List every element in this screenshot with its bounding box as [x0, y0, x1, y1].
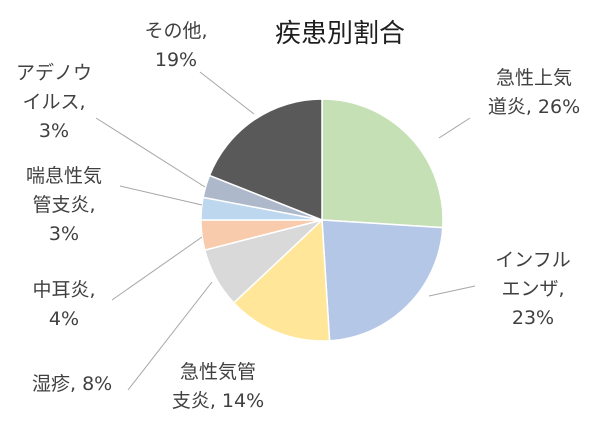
pie-slice-2: [321, 219, 444, 342]
slice-label-line: イルス,: [22, 91, 85, 113]
slice-label-line: 3%: [49, 223, 79, 245]
slice-label-6: 喘息性気管支炎, 3%: [26, 165, 102, 245]
slice-label-line: 23%: [512, 307, 554, 329]
slice-label-line: 急性気管: [180, 361, 256, 383]
slice-label-line: 3%: [39, 120, 69, 142]
pie-slice-3: [232, 218, 331, 342]
slice-label-line: インフル: [495, 249, 570, 271]
leader-line-5: [111, 236, 203, 301]
chart-title: 疾患別割合: [275, 19, 405, 49]
slice-labels: 急性上気道炎, 26% インフルエンザ, 23% 急性気管支炎, 14% 湿疹, 8% 中…: [16, 20, 580, 412]
leader-line-2: [428, 285, 476, 297]
leader-lines: [95, 71, 476, 391]
slice-label-line: その他,: [144, 20, 207, 42]
leader-line-6: [119, 185, 203, 206]
slice-label-line: 4%: [49, 308, 79, 330]
slice-label-line: 支炎, 14%: [172, 390, 264, 412]
slice-label-line: 中耳炎,: [32, 279, 95, 301]
slice-label-line: アデノウ: [16, 62, 92, 84]
slice-label-line: 湿疹, 8%: [32, 373, 112, 395]
leader-line-7: [95, 117, 206, 188]
slice-label-3: 急性気管支炎, 14%: [172, 361, 264, 412]
slice-label-line: エンザ,: [501, 278, 564, 300]
pie-slices: [200, 98, 444, 342]
pie-slice-1: [321, 98, 444, 229]
slice-label-7: アデノウイルス, 3%: [16, 62, 92, 142]
slice-label-line: 喘息性気: [26, 165, 102, 187]
slice-label-4: 湿疹, 8%: [32, 373, 112, 395]
slice-label-line: 管支炎,: [32, 194, 95, 216]
leader-line-1: [438, 117, 471, 139]
slice-label-line: 19%: [155, 49, 197, 71]
slice-label-1: 急性上気道炎, 26%: [488, 67, 580, 118]
slice-label-2: インフルエンザ, 23%: [495, 249, 570, 329]
leader-line-4: [127, 281, 213, 391]
pie-slice-8: [208, 98, 323, 222]
slice-label-line: 急性上気: [496, 67, 572, 89]
slice-label-5: 中耳炎, 4%: [32, 279, 95, 330]
leader-line-8: [199, 71, 255, 115]
slice-label-line: 道炎, 26%: [488, 96, 580, 118]
slice-label-8: その他, 19%: [144, 20, 207, 71]
